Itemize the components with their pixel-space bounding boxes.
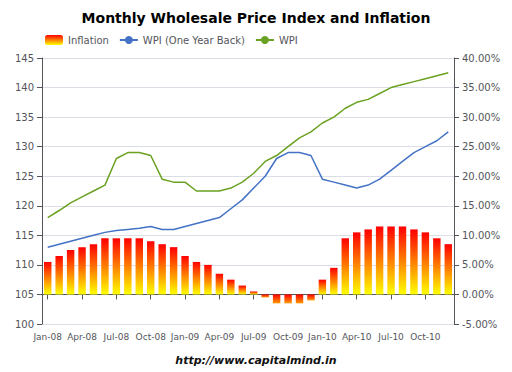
svg-text:Jan-08: Jan-08 bbox=[32, 332, 62, 342]
svg-text:Monthly Wholesale Price Index: Monthly Wholesale Price Index and Inflat… bbox=[82, 10, 431, 26]
svg-text:35.00%: 35.00% bbox=[462, 82, 500, 93]
svg-text:Oct-09: Oct-09 bbox=[273, 332, 304, 342]
svg-text:http://www.capitalmind.in: http://www.capitalmind.in bbox=[175, 354, 337, 367]
svg-text:120: 120 bbox=[15, 200, 34, 211]
svg-text:Oct-08: Oct-08 bbox=[136, 332, 167, 342]
svg-text:140: 140 bbox=[15, 82, 34, 93]
svg-text:WPI (One Year Back): WPI (One Year Back) bbox=[143, 35, 245, 46]
svg-text:100: 100 bbox=[15, 319, 34, 330]
svg-text:Jul-09: Jul-09 bbox=[240, 332, 267, 342]
svg-text:130: 130 bbox=[15, 141, 34, 152]
svg-text:Apr-09: Apr-09 bbox=[205, 332, 235, 342]
svg-text:25.00%: 25.00% bbox=[462, 141, 500, 152]
svg-text:Oct-10: Oct-10 bbox=[410, 332, 441, 342]
svg-text:135: 135 bbox=[15, 112, 34, 123]
svg-text:40.00%: 40.00% bbox=[462, 53, 500, 64]
svg-text:Jan-10: Jan-10 bbox=[307, 332, 337, 342]
svg-text:Apr-10: Apr-10 bbox=[342, 332, 372, 342]
svg-text:10.00%: 10.00% bbox=[462, 230, 500, 241]
svg-text:Inflation: Inflation bbox=[68, 35, 109, 46]
svg-text:0.00%: 0.00% bbox=[462, 289, 494, 300]
svg-text:110: 110 bbox=[15, 259, 34, 270]
svg-text:115: 115 bbox=[15, 230, 34, 241]
svg-text:Jul-08: Jul-08 bbox=[103, 332, 130, 342]
svg-text:Jul-10: Jul-10 bbox=[377, 332, 404, 342]
svg-text:15.00%: 15.00% bbox=[462, 200, 500, 211]
svg-text:WPI: WPI bbox=[279, 35, 298, 46]
svg-text:145: 145 bbox=[15, 53, 34, 64]
svg-text:20.00%: 20.00% bbox=[462, 171, 500, 182]
svg-text:105: 105 bbox=[15, 289, 34, 300]
svg-text:Jan-09: Jan-09 bbox=[170, 332, 200, 342]
svg-text:5.00%: 5.00% bbox=[462, 259, 494, 270]
svg-text:Apr-08: Apr-08 bbox=[67, 332, 97, 342]
svg-text:125: 125 bbox=[15, 171, 34, 182]
svg-text:-5.00%: -5.00% bbox=[462, 319, 497, 330]
svg-text:30.00%: 30.00% bbox=[462, 112, 500, 123]
